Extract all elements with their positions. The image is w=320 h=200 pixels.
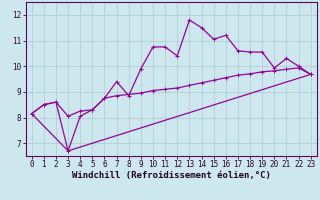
X-axis label: Windchill (Refroidissement éolien,°C): Windchill (Refroidissement éolien,°C) (72, 171, 271, 180)
